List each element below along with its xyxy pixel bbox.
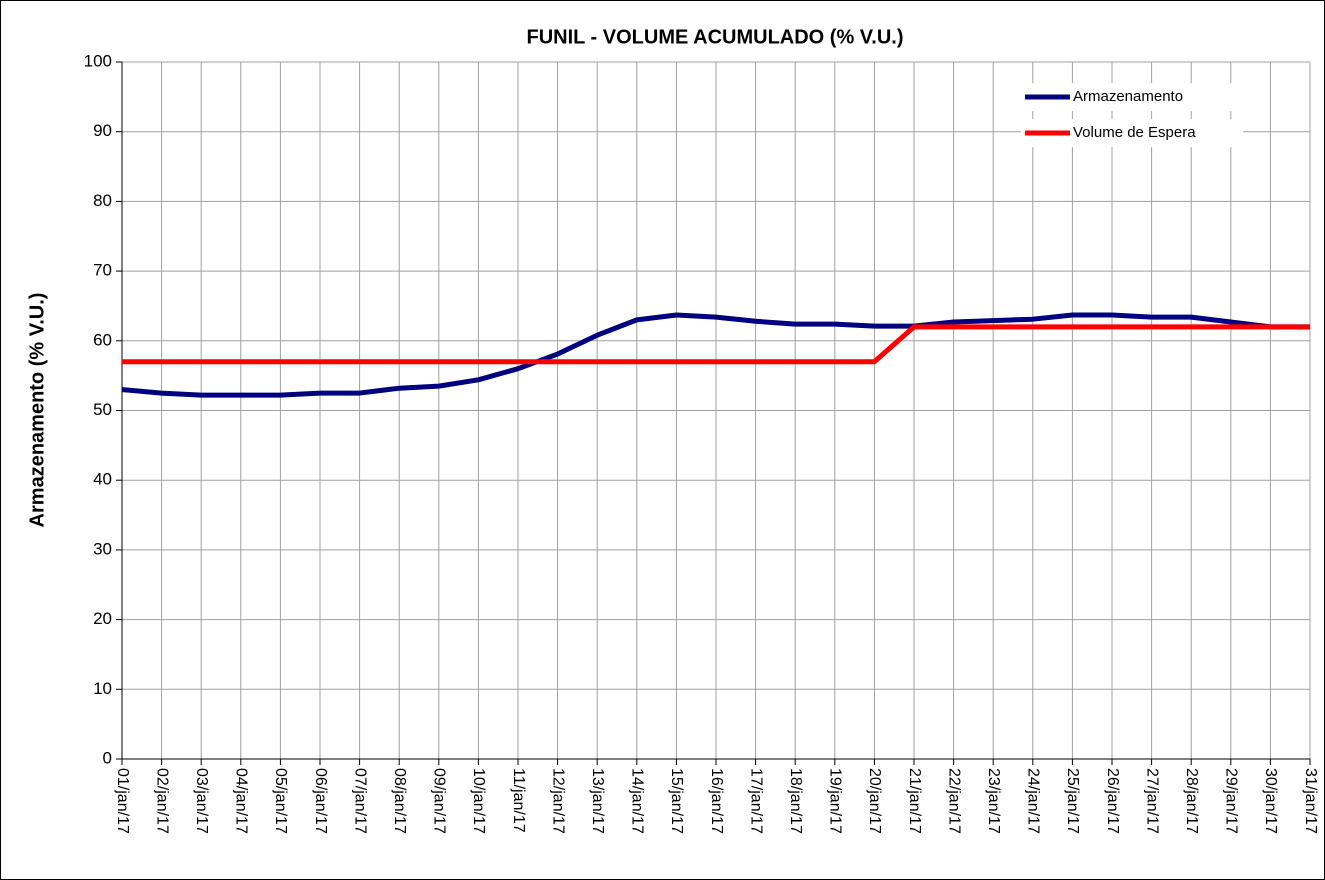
- x-tick-label: 08/jan/17: [391, 768, 408, 834]
- x-tick-label: 20/jan/17: [866, 768, 883, 834]
- y-tick-label: 0: [103, 748, 112, 767]
- data-line: [122, 324, 1310, 365]
- x-tick-label: 23/jan/17: [985, 768, 1002, 834]
- x-tick-label: 06/jan/17: [312, 768, 329, 834]
- y-tick-label: 90: [93, 121, 112, 140]
- x-tick-label: 02/jan/17: [153, 768, 170, 834]
- x-tick-label: 18/jan/17: [787, 768, 804, 834]
- x-tick-label: 28/jan/17: [1183, 768, 1200, 834]
- x-tick-label: 22/jan/17: [945, 768, 962, 834]
- y-tick-label: 20: [93, 609, 112, 628]
- x-tick-label: 19/jan/17: [827, 768, 844, 834]
- x-tick-label: 29/jan/17: [1223, 768, 1240, 834]
- x-tick-label: 30/jan/17: [1262, 768, 1279, 834]
- y-tick-label: 30: [93, 539, 112, 558]
- x-tick-label: 24/jan/17: [1025, 768, 1042, 834]
- x-tick-label: 27/jan/17: [1143, 768, 1160, 834]
- x-tick-label: 11/jan/17: [510, 768, 527, 833]
- x-tick-label: 14/jan/17: [629, 768, 646, 834]
- chart-title: FUNIL - VOLUME ACUMULADO (% V.U.): [526, 26, 903, 48]
- y-tick-label: 100: [84, 51, 112, 70]
- x-tick-label: 05/jan/17: [272, 768, 289, 834]
- x-tick-label: 25/jan/17: [1064, 768, 1081, 834]
- x-tick-label: 17/jan/17: [747, 768, 764, 834]
- x-tick-label: 03/jan/17: [193, 768, 210, 834]
- x-tick-label: 15/jan/17: [668, 768, 685, 834]
- y-tick-label: 60: [93, 330, 112, 349]
- y-tick-label: 50: [93, 400, 112, 419]
- x-tick-label: 04/jan/17: [233, 768, 250, 834]
- x-tick-label: 21/jan/17: [906, 768, 923, 834]
- x-tick-label: 31/jan/17: [1302, 768, 1319, 834]
- legend-label: Armazenamento: [1073, 88, 1183, 105]
- y-axis-label: Armazenamento (% V.U.): [26, 293, 48, 528]
- x-tick-label: 01/jan/17: [114, 768, 131, 834]
- x-tick-label: 16/jan/17: [708, 768, 725, 834]
- data-line: [121, 312, 1310, 398]
- x-tick-label: 09/jan/17: [431, 768, 448, 834]
- y-tick-label: 70: [93, 261, 112, 280]
- legend-label: Volume de Espera: [1073, 124, 1196, 141]
- x-tick-label: 10/jan/17: [470, 768, 487, 834]
- y-tick-label: 80: [93, 191, 112, 210]
- x-tick-label: 13/jan/17: [589, 768, 606, 834]
- y-tick-label: 40: [93, 470, 112, 489]
- x-tick-label: 07/jan/17: [351, 768, 368, 834]
- x-tick-label: 12/jan/17: [549, 768, 566, 834]
- x-tick-label: 26/jan/17: [1104, 768, 1121, 834]
- y-tick-label: 10: [93, 679, 112, 698]
